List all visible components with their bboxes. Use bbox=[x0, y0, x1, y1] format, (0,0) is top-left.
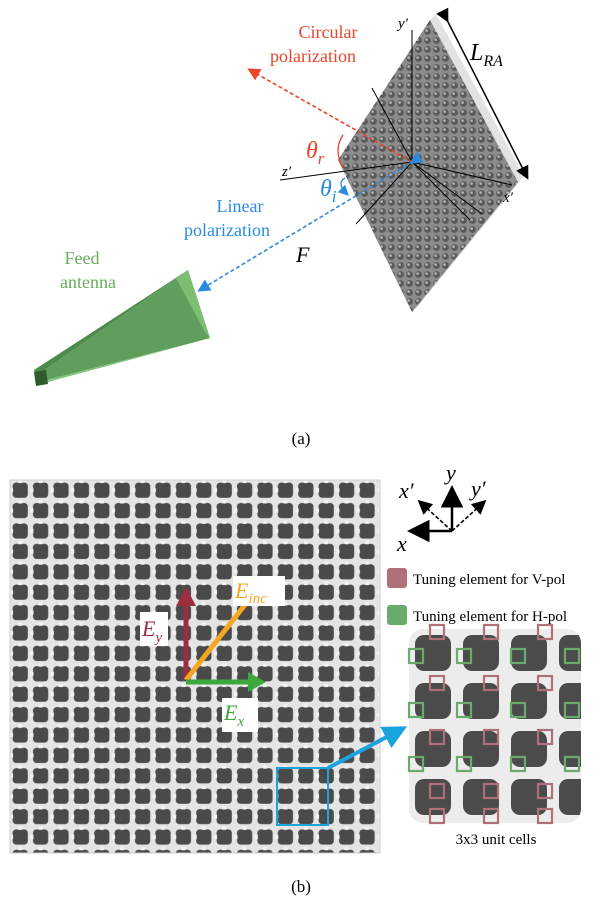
legend: Tuning element for V-pol Tuning element … bbox=[387, 568, 567, 625]
hpol-tuning-element bbox=[509, 647, 527, 665]
vpol-tuning-element bbox=[536, 674, 554, 692]
hpol-tuning-element bbox=[407, 755, 425, 773]
axis-y-prime-label-b: y′ bbox=[469, 476, 487, 501]
einc-label: Einc bbox=[234, 578, 267, 607]
theta-r-arc bbox=[337, 134, 344, 169]
vpol-tuning-element bbox=[428, 728, 446, 746]
linear-polarization-label: Linear bbox=[217, 196, 264, 216]
vpol-tuning-element bbox=[482, 728, 500, 746]
caption-b: (b) bbox=[291, 877, 311, 896]
theta-i-arc bbox=[337, 177, 349, 196]
ey-arrowhead bbox=[176, 587, 196, 606]
panel-b: Ey Einc Ex y x x′ y′ Tuning element for … bbox=[9, 460, 581, 896]
ex-arrowhead bbox=[248, 672, 266, 692]
ey-label: Ey bbox=[141, 616, 162, 646]
hpol-tuning-element bbox=[563, 755, 581, 773]
hpol-tuning-element bbox=[407, 701, 425, 719]
theta-r-label: θr bbox=[306, 138, 325, 168]
legend-label-vpol: Tuning element for V-pol bbox=[413, 572, 565, 588]
size-arrow bbox=[436, 7, 529, 180]
hpol-tuning-element bbox=[455, 647, 473, 665]
ex-label: Ex bbox=[223, 700, 244, 730]
incident-ray bbox=[197, 151, 424, 292]
hpol-tuning-element bbox=[509, 755, 527, 773]
linear-polarization-label-2: polarization bbox=[184, 220, 270, 240]
highlight-box bbox=[276, 767, 329, 826]
hpol-tuning-element bbox=[509, 701, 527, 719]
vpol-tuning-element bbox=[428, 674, 446, 692]
inset-unit-cells bbox=[407, 623, 581, 825]
axis-x-prime-label: x′ bbox=[502, 190, 514, 206]
vpol-tuning-element bbox=[428, 807, 446, 825]
axis-x-prime-label-b: x′ bbox=[398, 478, 415, 503]
feed-antenna-label-2: antenna bbox=[60, 272, 116, 292]
vpol-tuning-element bbox=[536, 623, 554, 641]
vpol-tuning-element bbox=[482, 623, 500, 641]
reflected-ray bbox=[247, 68, 413, 163]
zoom-arrow bbox=[327, 726, 408, 770]
einc-arrow bbox=[184, 590, 257, 682]
inset-caption: 3x3 unit cells bbox=[456, 832, 537, 848]
vpol-tuning-element bbox=[536, 807, 554, 825]
axis-x-label: x bbox=[396, 531, 407, 556]
circular-polarization-label-2: polarization bbox=[270, 46, 356, 66]
legend-label-hpol: Tuning element for H-pol bbox=[413, 609, 567, 625]
hpol-tuning-element bbox=[563, 647, 581, 665]
vpol-tuning-element bbox=[482, 674, 500, 692]
hpol-tuning-element bbox=[455, 755, 473, 773]
distance-label: F bbox=[295, 242, 310, 267]
feed-antenna-label: Feed bbox=[65, 248, 100, 268]
axis-z-prime-label: z′ bbox=[281, 164, 292, 180]
tuning-elements bbox=[407, 623, 581, 825]
hpol-tuning-element bbox=[455, 701, 473, 719]
panel-a: Circular polarization Linear polarizatio… bbox=[34, 7, 529, 448]
coordinate-axes: y x x′ y′ bbox=[396, 460, 487, 556]
legend-swatch-hpol bbox=[387, 605, 407, 625]
vpol-tuning-element bbox=[428, 623, 446, 641]
caption-a: (a) bbox=[292, 429, 311, 448]
circular-polarization-label: Circular bbox=[299, 22, 358, 42]
vpol-tuning-element bbox=[536, 782, 554, 800]
hpol-tuning-element bbox=[407, 647, 425, 665]
vpol-tuning-element bbox=[428, 782, 446, 800]
vpol-tuning-element bbox=[482, 782, 500, 800]
feed-antenna-horn bbox=[34, 270, 210, 386]
axis-y-prime-label: y′ bbox=[396, 16, 409, 32]
size-label: LRA bbox=[469, 40, 503, 70]
vpol-tuning-element bbox=[536, 728, 554, 746]
vpol-tuning-element bbox=[482, 807, 500, 825]
legend-swatch-vpol bbox=[387, 568, 407, 588]
axis-y-label: y bbox=[444, 460, 456, 485]
hpol-tuning-element bbox=[563, 701, 581, 719]
theta-i-label: θi bbox=[320, 176, 337, 206]
